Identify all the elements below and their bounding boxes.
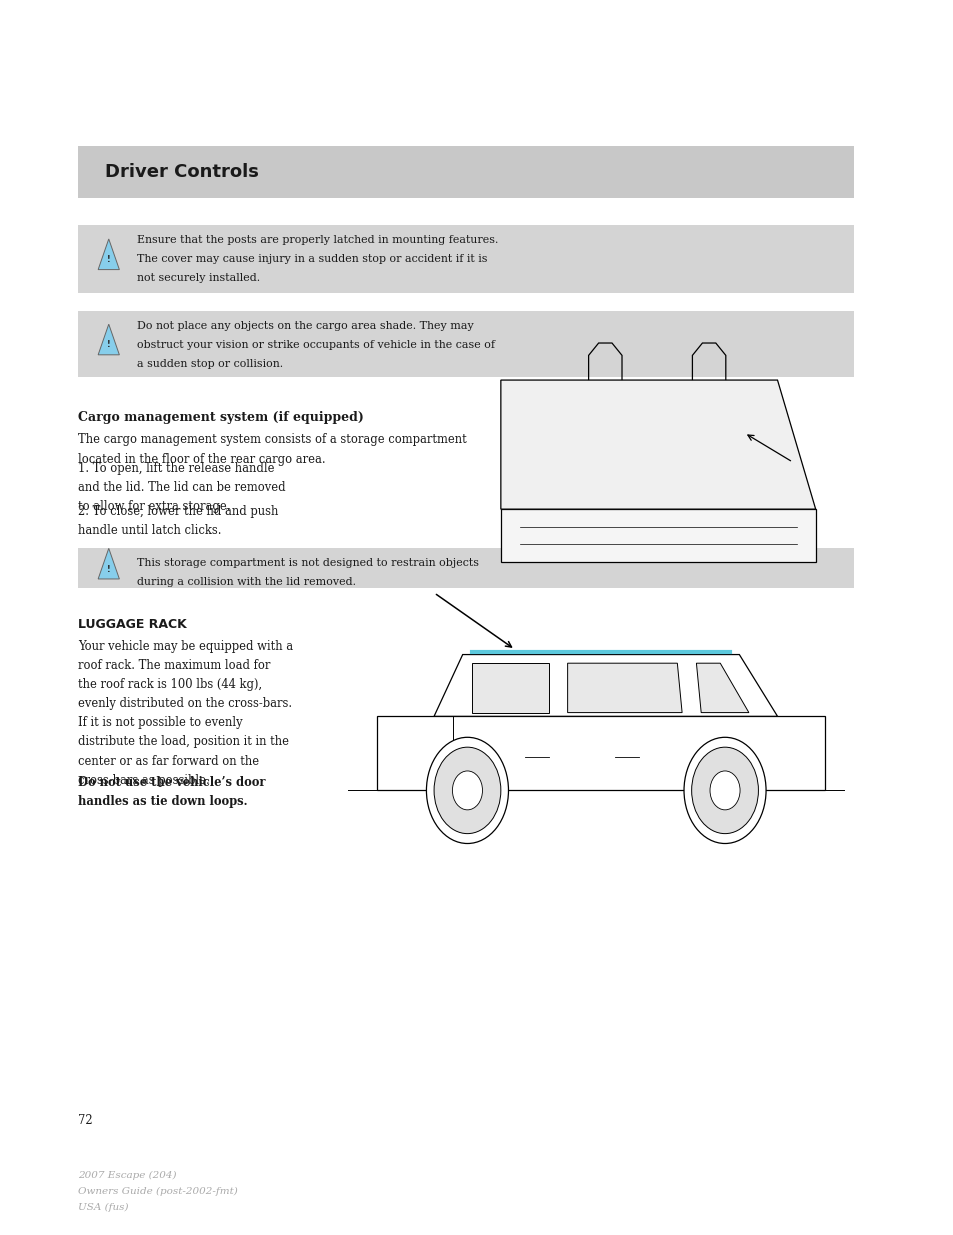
Text: Your vehicle may be equipped with a: Your vehicle may be equipped with a — [78, 640, 293, 653]
FancyBboxPatch shape — [78, 225, 853, 293]
Polygon shape — [98, 240, 119, 269]
Text: obstruct your vision or strike occupants of vehicle in the case of: obstruct your vision or strike occupants… — [137, 340, 495, 351]
Text: The cover may cause injury in a sudden stop or accident if it is: The cover may cause injury in a sudden s… — [137, 254, 487, 264]
Text: !: ! — [107, 341, 111, 350]
Text: evenly distributed on the cross-bars.: evenly distributed on the cross-bars. — [78, 697, 292, 710]
Circle shape — [452, 771, 482, 810]
Circle shape — [434, 747, 500, 834]
FancyBboxPatch shape — [78, 548, 853, 588]
Text: The cargo management system consists of a storage compartment: The cargo management system consists of … — [78, 433, 466, 447]
Text: !: ! — [107, 256, 111, 264]
FancyBboxPatch shape — [78, 146, 853, 198]
Text: If it is not possible to evenly: If it is not possible to evenly — [78, 716, 243, 730]
Text: handles as tie down loops.: handles as tie down loops. — [78, 795, 248, 808]
Text: USA (fus): USA (fus) — [78, 1203, 129, 1212]
Text: 2007 Escape (204): 2007 Escape (204) — [78, 1171, 176, 1179]
Text: 72: 72 — [78, 1114, 92, 1128]
Text: located in the floor of the rear cargo area.: located in the floor of the rear cargo a… — [78, 452, 326, 466]
Polygon shape — [98, 325, 119, 354]
Polygon shape — [376, 716, 824, 790]
Text: a sudden stop or collision.: a sudden stop or collision. — [137, 359, 283, 369]
Text: handle until latch clicks.: handle until latch clicks. — [78, 524, 221, 537]
Polygon shape — [567, 663, 681, 713]
Text: 1. To open, lift the release handle: 1. To open, lift the release handle — [78, 462, 274, 475]
Text: Ensure that the posts are properly latched in mounting features.: Ensure that the posts are properly latch… — [137, 235, 498, 245]
Polygon shape — [434, 655, 777, 716]
Circle shape — [683, 737, 765, 844]
Text: Cargo management system (if equipped): Cargo management system (if equipped) — [78, 411, 364, 425]
Text: 2. To close, lower the lid and push: 2. To close, lower the lid and push — [78, 505, 278, 519]
Text: and the lid. The lid can be removed: and the lid. The lid can be removed — [78, 480, 286, 494]
Polygon shape — [696, 663, 748, 713]
Text: roof rack. The maximum load for: roof rack. The maximum load for — [78, 659, 271, 672]
Text: Do not place any objects on the cargo area shade. They may: Do not place any objects on the cargo ar… — [137, 321, 474, 331]
Text: to allow for extra storage.: to allow for extra storage. — [78, 500, 231, 514]
Text: Owners Guide (post-2002-fmt): Owners Guide (post-2002-fmt) — [78, 1187, 237, 1195]
Text: Driver Controls: Driver Controls — [105, 163, 258, 180]
Text: !: ! — [107, 564, 111, 573]
Text: center or as far forward on the: center or as far forward on the — [78, 755, 259, 768]
Text: Do not use the vehicle’s door: Do not use the vehicle’s door — [78, 776, 266, 789]
Text: cross-bars as possible.: cross-bars as possible. — [78, 773, 210, 787]
Polygon shape — [98, 548, 119, 579]
Polygon shape — [472, 663, 548, 713]
Circle shape — [426, 737, 508, 844]
Text: distribute the load, position it in the: distribute the load, position it in the — [78, 736, 289, 748]
Text: the roof rack is 100 lbs (44 kg),: the roof rack is 100 lbs (44 kg), — [78, 678, 262, 692]
Text: during a collision with the lid removed.: during a collision with the lid removed. — [137, 577, 356, 588]
Text: not securely installed.: not securely installed. — [137, 273, 260, 283]
Text: LUGGAGE RACK: LUGGAGE RACK — [78, 618, 187, 631]
Polygon shape — [500, 380, 815, 509]
Circle shape — [709, 771, 740, 810]
Text: This storage compartment is not designed to restrain objects: This storage compartment is not designed… — [137, 558, 478, 568]
Circle shape — [691, 747, 758, 834]
FancyBboxPatch shape — [78, 311, 853, 377]
Polygon shape — [500, 509, 815, 562]
